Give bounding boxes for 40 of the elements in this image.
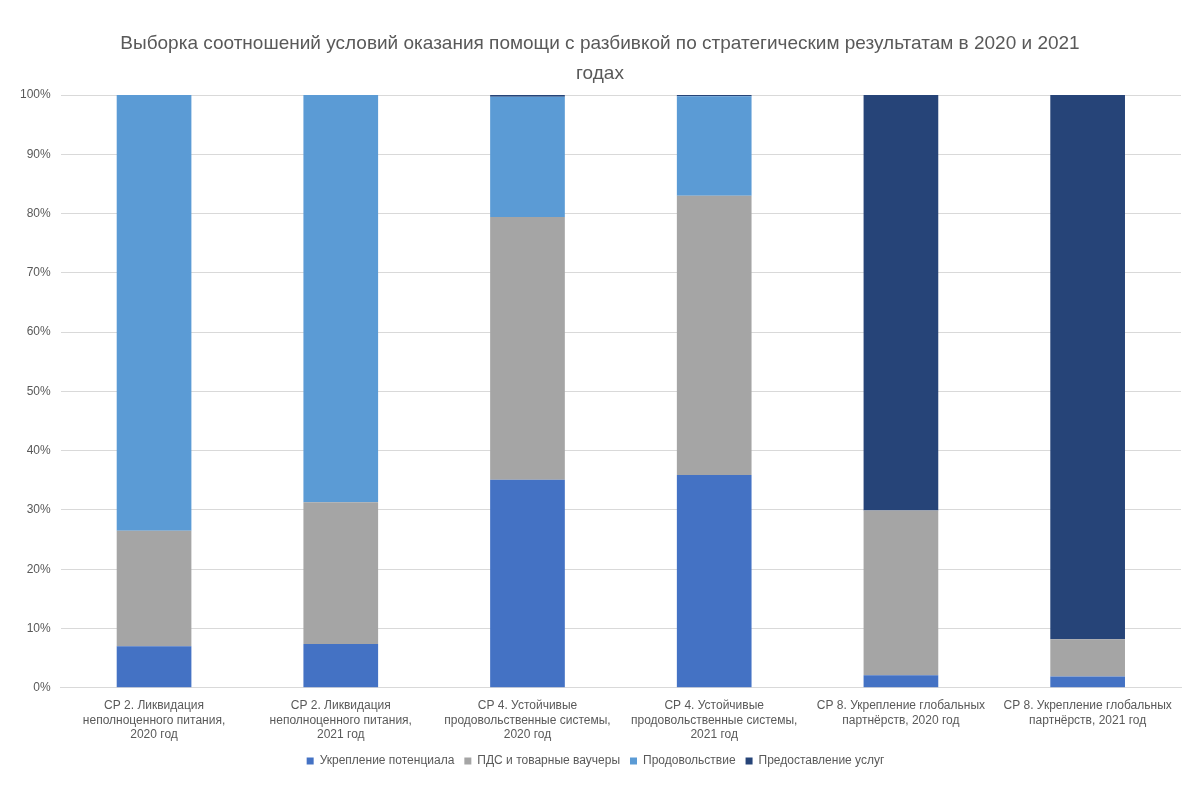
y-tick-label: 20%	[26, 561, 52, 576]
x-tick-label: СР 4. Устойчивые продовольственные системы, 2021 год	[631, 698, 798, 742]
y-tick-label: 50%	[26, 383, 52, 398]
bar	[676, 474, 752, 688]
y-tick-label: 40%	[26, 442, 52, 457]
bar	[116, 95, 192, 531]
x-tick-label: СР 8. Укрепление глобальных партнёрств, 2021 год	[1003, 698, 1172, 727]
y-tick-label: 30%	[26, 502, 52, 517]
bar	[303, 643, 379, 688]
legend-label: Укрепление потенциала	[319, 753, 455, 768]
bar	[116, 530, 192, 647]
chart-title: Выборка соотношений условий оказания помощи с разбивкой по стратегическим результатам в 2020 и 2021 годах	[119, 31, 1081, 85]
bar	[303, 95, 379, 503]
legend-label: Продовольствие	[643, 753, 736, 768]
x-tick-label: СР 8. Укрепление глобальных партнёрств, 2020 год	[816, 698, 986, 727]
legend-label: ПДС и товарные ваучеры	[477, 753, 621, 768]
bar	[303, 502, 379, 644]
y-tick-label: 70%	[26, 265, 52, 280]
bar	[1050, 676, 1125, 688]
bar	[863, 510, 939, 676]
bar	[863, 95, 939, 511]
y-tick-label: 60%	[26, 324, 52, 339]
bar	[1050, 95, 1125, 640]
x-tick-label: СР 4. Устойчивые продовольственные системы, 2020 год	[444, 698, 611, 742]
legend-label: Предоставление услуг	[758, 753, 885, 768]
bar	[116, 646, 192, 688]
bar	[863, 675, 939, 688]
bar	[676, 96, 752, 196]
bar	[676, 195, 752, 475]
x-tick-label: СР 2. Ликвидация неполноценного питания, 2020 год	[82, 698, 226, 742]
y-tick-label: 0%	[33, 680, 52, 695]
y-tick-label: 100%	[19, 87, 52, 102]
bar	[490, 217, 565, 480]
bar	[490, 96, 565, 218]
y-tick-label: 90%	[26, 146, 52, 161]
x-tick-label: СР 2. Ликвидация неполноценного питания, 2021 год	[269, 698, 412, 742]
bar	[1050, 639, 1125, 677]
y-tick-label: 10%	[26, 620, 52, 635]
bar	[490, 479, 565, 688]
y-tick-label: 80%	[26, 205, 52, 220]
